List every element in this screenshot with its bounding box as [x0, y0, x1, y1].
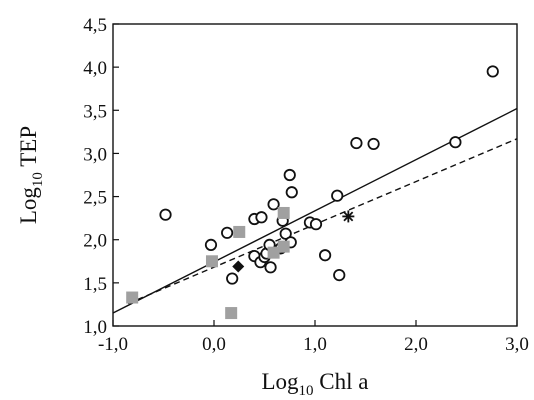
gray-square-point — [126, 291, 139, 304]
x-axis-title-base: Log — [261, 369, 299, 394]
open-circle-point — [221, 226, 234, 239]
x-axis-ticks: -1,0 0,0 1,0 2,0 3,0 — [98, 320, 529, 355]
open-circle-point — [309, 218, 323, 231]
y-axis-title-base: Log — [16, 187, 41, 225]
dashed-regression-line — [127, 138, 518, 305]
y-tick-label: 3,5 — [83, 101, 107, 122]
y-tick-label: 4,5 — [83, 15, 107, 36]
y-tick-label: 1,5 — [83, 274, 107, 295]
gray-square-point — [277, 240, 290, 253]
open-circle-point — [279, 227, 292, 240]
gray-square-point — [277, 206, 290, 219]
open-circle-point — [159, 208, 172, 221]
open-circle-point — [367, 137, 380, 151]
gray-square-point — [233, 225, 246, 238]
open-circle-point — [267, 198, 280, 211]
y-tick-label: 2,5 — [83, 188, 107, 209]
open-circle-point — [264, 261, 277, 274]
x-tick-label: 1,0 — [303, 334, 327, 355]
data-markers — [126, 65, 499, 320]
x-tick-label: 0,0 — [202, 334, 226, 355]
y-axis-title-subscript: 10 — [30, 172, 46, 187]
plot-frame — [112, 23, 518, 327]
x-axis-title-rest: Chl a — [314, 369, 369, 394]
x-tick-label: -1,0 — [98, 334, 128, 355]
gray-square-point — [205, 255, 218, 268]
y-tick-label: 2,0 — [83, 231, 107, 252]
open-circle-point — [255, 211, 268, 224]
x-axis-title: Log10 Chl a — [261, 369, 368, 399]
y-tick-label: 1,0 — [83, 317, 107, 338]
open-circle-point — [449, 136, 462, 149]
open-circle-point — [283, 168, 296, 182]
x-tick-label: 3,0 — [505, 334, 529, 355]
x-axis-title-subscript: 10 — [299, 383, 314, 399]
x-tick-label: 2,0 — [404, 334, 428, 355]
open-circle-point — [318, 249, 332, 262]
gray-square-point — [225, 307, 238, 320]
open-circle-point — [333, 268, 346, 282]
open-circle-point — [204, 238, 218, 251]
open-circle-point — [285, 186, 298, 199]
y-tick-label: 4,0 — [83, 58, 107, 79]
y-tick-label: 3,0 — [83, 144, 107, 165]
y-axis-ticks: 1,0 1,5 2,0 2,5 3,0 3,5 4,0 4,5 — [83, 15, 119, 338]
black-diamond-point — [232, 260, 245, 273]
open-circle-point — [486, 65, 499, 78]
gray-square-point — [267, 246, 280, 259]
open-circle-point — [350, 136, 363, 150]
plot-area — [112, 23, 518, 327]
open-circle-point — [331, 189, 344, 202]
asterisk-point — [342, 210, 355, 223]
y-axis-title: Log10 TEP — [16, 126, 46, 224]
open-circle-point — [226, 272, 239, 285]
y-axis-title-rest: TEP — [16, 126, 41, 172]
